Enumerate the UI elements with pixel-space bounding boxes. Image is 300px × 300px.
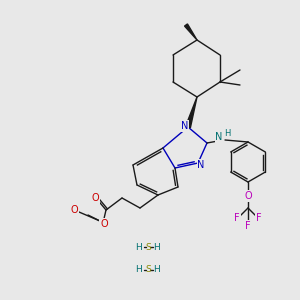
Text: F: F xyxy=(245,221,251,231)
Text: H: H xyxy=(154,266,160,274)
Text: H: H xyxy=(136,266,142,274)
Text: F: F xyxy=(256,213,262,223)
Text: S: S xyxy=(145,266,151,274)
Text: N: N xyxy=(181,121,189,131)
Text: O: O xyxy=(70,205,78,215)
Text: N: N xyxy=(197,160,205,170)
Text: O: O xyxy=(100,219,108,229)
Text: O: O xyxy=(91,193,99,203)
Text: S: S xyxy=(145,242,151,251)
Polygon shape xyxy=(186,97,197,128)
Text: N: N xyxy=(215,132,223,142)
Text: H: H xyxy=(224,128,230,137)
Text: H: H xyxy=(136,242,142,251)
Text: F: F xyxy=(234,213,240,223)
Text: H: H xyxy=(154,242,160,251)
Text: O: O xyxy=(244,191,252,201)
Polygon shape xyxy=(184,24,197,40)
